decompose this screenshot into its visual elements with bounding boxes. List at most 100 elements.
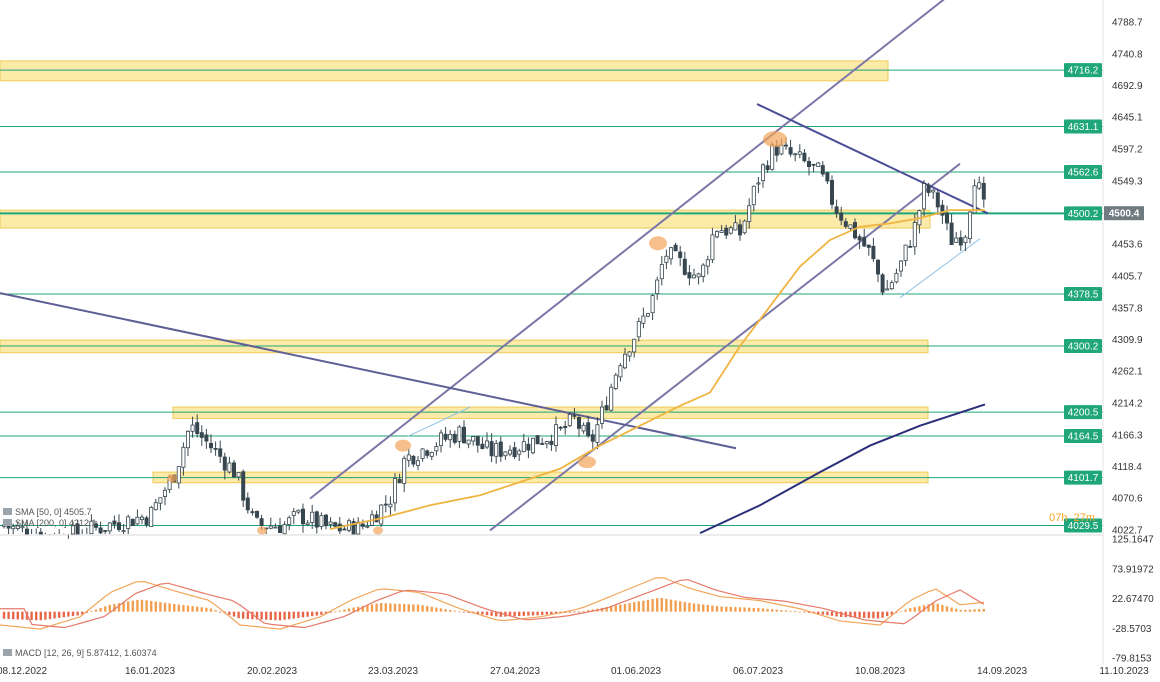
candle-body	[756, 182, 761, 185]
bar-countdown: 07h 27m	[1049, 512, 1095, 524]
macd-histogram-bar	[932, 603, 935, 612]
macd-histogram-bar	[881, 611, 884, 618]
candle-body	[636, 321, 641, 338]
candle-body	[438, 432, 443, 446]
sma200-legend-icon[interactable]	[3, 519, 12, 526]
candle-body	[277, 525, 282, 533]
macd-histogram-bar	[706, 605, 709, 612]
candle-body	[981, 183, 986, 200]
date-tick-label: 27.04.2023	[490, 666, 540, 677]
candle-body	[595, 424, 600, 443]
candle-body	[333, 522, 338, 527]
macd-histogram-bar	[918, 606, 921, 612]
macd-histogram-bar	[738, 607, 742, 612]
macd-histogram-bar	[94, 609, 98, 612]
macd-histogram-bar	[651, 599, 654, 612]
candle-body	[774, 145, 779, 156]
macd-histogram-bar	[458, 611, 461, 613]
macd-histogram-bar	[384, 603, 387, 612]
candle-body	[857, 236, 862, 241]
macd-histogram-bar	[656, 598, 659, 612]
candle-body	[724, 227, 729, 236]
macd-histogram-bar	[771, 609, 774, 612]
candle-body	[600, 406, 605, 424]
macd-histogram-bar	[30, 611, 33, 621]
macd-histogram-bar	[370, 604, 374, 612]
candle-body	[503, 451, 508, 457]
price-tick-label: 4262.1	[1112, 367, 1143, 378]
candle-body	[830, 180, 835, 205]
price-tick-label: 4692.9	[1112, 81, 1143, 92]
macd-histogram-bar	[784, 610, 788, 612]
candle-body	[241, 471, 246, 501]
macd-histogram-bar	[462, 611, 466, 613]
macd-histogram-bar	[610, 606, 613, 612]
macd-legend-label: MACD [12, 26, 9] 5.87412, 1.60374	[15, 648, 157, 658]
macd-histogram-bar	[775, 609, 778, 612]
candle-body	[940, 204, 945, 216]
macd-histogram-bar	[205, 607, 208, 612]
macd-histogram-bar	[191, 606, 194, 612]
candle-body	[415, 460, 420, 466]
macd-tick-label: -28.5703	[1112, 624, 1152, 635]
current-price-tag	[1104, 206, 1144, 221]
candle-body	[825, 172, 830, 182]
macd-histogram-bar	[697, 603, 700, 612]
macd-histogram-bar	[499, 611, 502, 617]
level-price-label: 4101.7	[1068, 473, 1099, 484]
sma50-legend-icon[interactable]	[3, 508, 12, 515]
candle-body	[632, 338, 637, 353]
candle-body	[719, 230, 724, 233]
level-price-tag	[1064, 206, 1102, 221]
candle-body	[820, 165, 825, 175]
macd-histogram-bar	[453, 610, 456, 612]
pivot-marker	[373, 526, 383, 535]
macd-histogram-bar	[886, 611, 889, 617]
candle-body	[319, 515, 324, 527]
candle-body	[590, 434, 595, 442]
candle-body	[926, 184, 931, 193]
pivot-marker	[167, 474, 177, 483]
macd-histogram-bar	[674, 600, 677, 612]
macd-histogram-bar	[403, 604, 406, 612]
macd-histogram-bar	[955, 608, 958, 612]
macd-histogram-bar	[476, 611, 479, 614]
macd-histogram-bar	[642, 600, 645, 612]
level-price-label: 4200.5	[1068, 408, 1099, 419]
candle-body	[770, 144, 775, 170]
macd-histogram-bar	[407, 604, 410, 612]
macd-histogram-bar	[398, 603, 401, 612]
macd-histogram-bar	[426, 605, 429, 612]
candle-body	[379, 504, 384, 525]
candle-body	[912, 222, 917, 248]
candle-body	[425, 450, 430, 456]
candle-body	[922, 183, 927, 210]
support-resistance-zone	[0, 60, 889, 82]
macd-histogram-bar	[826, 611, 829, 616]
macd-histogram-bar	[48, 611, 52, 620]
macd-legend-icon[interactable]	[3, 649, 12, 656]
candle-body	[75, 523, 80, 535]
macd-histogram-bar	[35, 611, 38, 621]
upper-channel-line	[309, 0, 945, 500]
candle-body	[604, 405, 609, 411]
price-tick-label: 4070.6	[1112, 494, 1143, 505]
macd-histogram-bar	[531, 611, 535, 616]
macd-histogram-bar	[835, 611, 838, 617]
pivot-marker	[257, 526, 267, 535]
candle-body	[342, 528, 347, 531]
price-tick-label: 4118.4	[1112, 462, 1142, 473]
candle-body	[420, 448, 425, 459]
level-price-tag	[1064, 63, 1102, 78]
candle-body	[356, 521, 361, 535]
macd-histogram-bar	[416, 604, 420, 612]
macd-histogram-bar	[81, 611, 84, 615]
level-price-label: 4164.5	[1068, 431, 1099, 442]
macd-histogram-bar	[614, 605, 617, 612]
macd-histogram-bar	[113, 603, 116, 612]
macd-histogram-bar	[890, 611, 893, 615]
macd-histogram-bar	[541, 611, 544, 615]
macd-histogram-bar	[361, 605, 364, 612]
date-tick-label: 11.10.2023	[1099, 666, 1149, 677]
